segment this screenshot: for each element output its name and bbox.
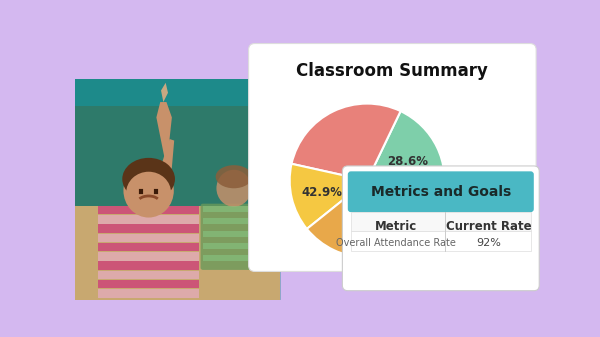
FancyBboxPatch shape bbox=[98, 280, 199, 288]
Text: Metrics and Goals: Metrics and Goals bbox=[371, 185, 511, 199]
FancyBboxPatch shape bbox=[203, 255, 265, 262]
Text: 28.6%: 28.6% bbox=[387, 155, 428, 168]
FancyBboxPatch shape bbox=[98, 234, 199, 242]
FancyBboxPatch shape bbox=[343, 166, 539, 291]
Wedge shape bbox=[290, 164, 367, 229]
FancyBboxPatch shape bbox=[203, 243, 265, 249]
Polygon shape bbox=[161, 83, 168, 102]
Polygon shape bbox=[157, 102, 172, 167]
FancyBboxPatch shape bbox=[351, 212, 531, 232]
Polygon shape bbox=[152, 139, 174, 202]
Ellipse shape bbox=[126, 172, 171, 214]
Wedge shape bbox=[367, 111, 445, 257]
FancyBboxPatch shape bbox=[75, 206, 280, 300]
FancyBboxPatch shape bbox=[351, 232, 531, 251]
Text: Metric: Metric bbox=[375, 219, 417, 233]
Text: Overall Attendance Rate: Overall Attendance Rate bbox=[336, 238, 456, 248]
FancyBboxPatch shape bbox=[98, 271, 199, 279]
Text: 92%: 92% bbox=[477, 238, 502, 248]
FancyBboxPatch shape bbox=[75, 79, 280, 300]
Text: Classroom Summary: Classroom Summary bbox=[296, 62, 488, 80]
FancyBboxPatch shape bbox=[98, 252, 199, 261]
Ellipse shape bbox=[124, 164, 174, 218]
FancyBboxPatch shape bbox=[75, 106, 280, 206]
FancyBboxPatch shape bbox=[75, 106, 280, 300]
FancyBboxPatch shape bbox=[98, 224, 199, 233]
Text: 42.9%: 42.9% bbox=[302, 186, 343, 198]
Ellipse shape bbox=[217, 170, 251, 207]
Text: Current Rate: Current Rate bbox=[446, 219, 532, 233]
Ellipse shape bbox=[215, 165, 252, 188]
FancyBboxPatch shape bbox=[98, 215, 199, 224]
FancyBboxPatch shape bbox=[248, 43, 536, 271]
FancyBboxPatch shape bbox=[98, 289, 199, 298]
Wedge shape bbox=[292, 103, 401, 181]
Wedge shape bbox=[307, 181, 367, 257]
FancyBboxPatch shape bbox=[203, 231, 265, 237]
Ellipse shape bbox=[122, 158, 175, 200]
FancyBboxPatch shape bbox=[98, 206, 199, 214]
FancyBboxPatch shape bbox=[200, 204, 267, 270]
FancyBboxPatch shape bbox=[203, 218, 265, 224]
FancyBboxPatch shape bbox=[98, 243, 199, 251]
Polygon shape bbox=[75, 85, 280, 300]
FancyBboxPatch shape bbox=[203, 206, 265, 212]
FancyBboxPatch shape bbox=[348, 171, 534, 212]
FancyBboxPatch shape bbox=[98, 262, 199, 270]
